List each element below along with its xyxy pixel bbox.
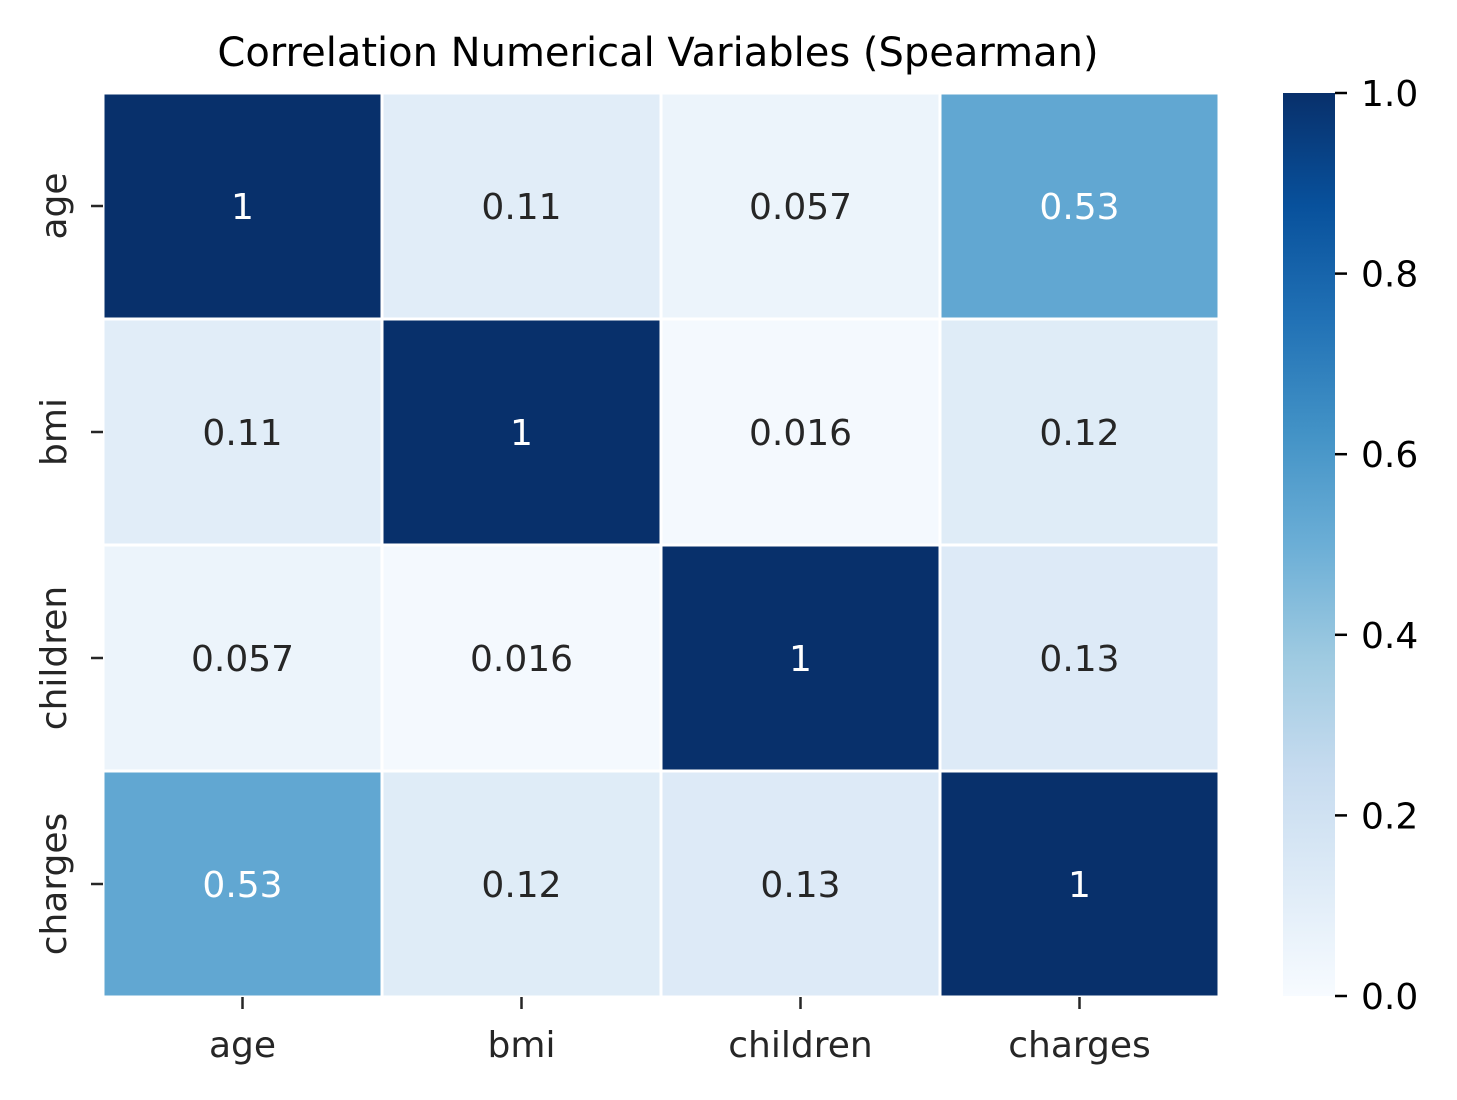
heatmap-cell-bmi-bmi <box>380 317 663 547</box>
heatmap-cell-children-charges <box>938 543 1221 773</box>
heatmap-cells <box>101 91 1221 999</box>
heatmap-cell-age-bmi <box>380 91 663 321</box>
cell-value-label: 0.057 <box>191 639 294 680</box>
cell-value-label: 0.13 <box>1039 639 1119 680</box>
colorbar-tick-label: 1.0 <box>1361 74 1418 115</box>
y-tick-label-children: children <box>34 586 75 730</box>
y-tick-label-bmi: bmi <box>34 398 75 466</box>
cell-value-label: 0.12 <box>1039 413 1119 454</box>
heatmap-cell-age-children <box>659 91 942 321</box>
colorbar-tick-label: 0.2 <box>1361 796 1418 837</box>
colorbar-tick-label: 0.0 <box>1361 977 1418 1018</box>
colorbar-tick-label: 0.4 <box>1361 616 1418 657</box>
x-tick-label-children: children <box>728 1025 872 1066</box>
heatmap-cell-children-bmi <box>380 543 663 773</box>
heatmap-cell-age-charges <box>938 91 1221 321</box>
cell-value-label: 0.12 <box>481 865 561 906</box>
cell-value-label: 0.11 <box>202 413 282 454</box>
heatmap-cell-labels: 1 0.11 0.057 0.53 0.11 1 0.016 0.12 0.057 0.016 1 0… <box>191 187 1120 906</box>
x-tick-label-charges: charges <box>1008 1025 1151 1066</box>
colorbar <box>1283 93 1335 996</box>
heatmap-cell-bmi-charges <box>938 317 1221 547</box>
cell-value-label: 0.53 <box>202 865 282 906</box>
cell-value-label: 0.11 <box>481 187 561 228</box>
heatmap-cell-charges-age <box>101 769 384 999</box>
y-axis: age bmi children charges <box>34 172 103 955</box>
heatmap-cell-charges-charges <box>938 769 1221 999</box>
cell-value-label: 0.016 <box>749 413 852 454</box>
colorbar-tick-label: 0.6 <box>1361 435 1418 476</box>
cell-value-label: 0.13 <box>760 865 840 906</box>
heatmap-cell-age-age <box>101 91 384 321</box>
cell-value-label: 1 <box>789 639 812 680</box>
heatmap-cell-charges-bmi <box>380 769 663 999</box>
y-tick-label-age: age <box>34 172 75 239</box>
heatmap-cell-bmi-age <box>101 317 384 547</box>
chart-title: Correlation Numerical Variables (Spearma… <box>217 30 1098 76</box>
x-tick-label-age: age <box>209 1025 276 1066</box>
x-axis: age bmi children charges <box>209 997 1151 1066</box>
cell-value-label: 1 <box>231 187 254 228</box>
colorbar-tick-label: 0.8 <box>1361 255 1418 296</box>
y-tick-label-charges: charges <box>34 813 75 956</box>
cell-value-label: 0.53 <box>1039 187 1119 228</box>
colorbar-ticks: 0.0 0.2 0.4 0.6 0.8 1.0 <box>1335 74 1418 1018</box>
cell-value-label: 0.057 <box>749 187 852 228</box>
cell-value-label: 1 <box>1068 865 1091 906</box>
cell-value-label: 1 <box>510 413 533 454</box>
x-tick-label-bmi: bmi <box>488 1025 556 1066</box>
cell-value-label: 0.016 <box>470 639 573 680</box>
